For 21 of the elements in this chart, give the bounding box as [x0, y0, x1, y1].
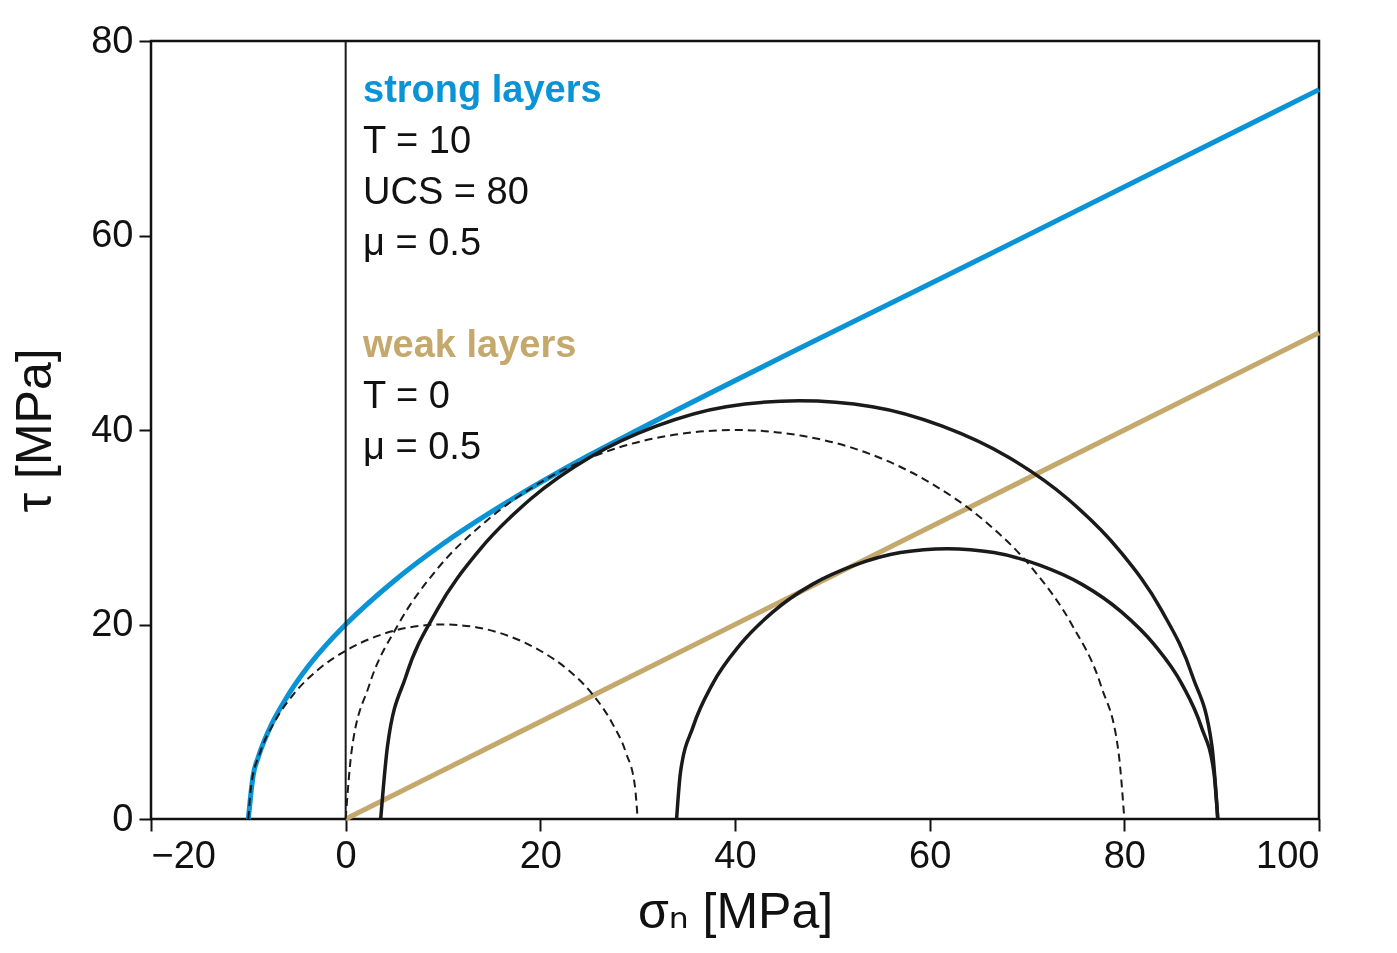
y-tick-label: 60	[91, 213, 134, 255]
annotation: UCS = 80	[363, 170, 529, 212]
x-tick-label: 60	[909, 833, 952, 876]
x-tick-label: 40	[714, 833, 757, 876]
x-tick-label: −20	[151, 833, 216, 876]
y-tick-label: 40	[91, 407, 134, 450]
x-tick-label: 100	[1256, 833, 1320, 876]
y-axis-title: τ [MPa]	[6, 348, 63, 513]
y-tick-label: 20	[91, 602, 134, 644]
x-tick-label: 20	[519, 833, 562, 876]
annotation: T = 0	[363, 374, 450, 416]
x-tick-label: 0	[335, 833, 357, 876]
annotation: μ = 0.5	[363, 221, 482, 263]
annotation: μ = 0.5	[363, 425, 482, 467]
y-tick-label: 80	[91, 18, 134, 61]
annotation: T = 10	[363, 119, 472, 161]
text: weak layers	[362, 323, 577, 365]
x-axis-title: σₙ [MPa]	[637, 882, 834, 939]
x-tick-label: 80	[1103, 833, 1146, 876]
text: strong layers	[363, 68, 602, 110]
y-tick-label: 0	[112, 796, 134, 839]
